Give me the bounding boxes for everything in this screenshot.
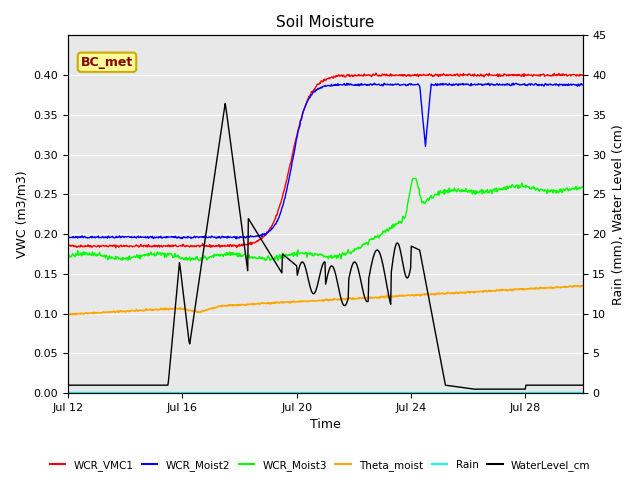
Theta_moist [364,295,371,301]
WaterLevel_cm [579,382,586,388]
Rain [96,389,104,395]
WCR_Moist3 [186,258,194,264]
WaterLevel_cm [96,382,104,388]
Rain [376,389,384,395]
WCR_Moist2 [579,82,586,88]
Rain [508,389,515,395]
WCR_Moist3 [579,184,586,190]
WCR_VMC1 [509,72,516,78]
WCR_VMC1 [96,244,104,250]
WCR_Moist3 [410,176,417,181]
WCR_Moist2 [232,236,240,242]
WCR_Moist3 [392,222,400,228]
Y-axis label: VWC (m3/m3): VWC (m3/m3) [15,170,28,258]
WCR_Moist3 [509,182,516,188]
WaterLevel_cm [509,386,516,392]
WCR_Moist3 [364,240,371,246]
WaterLevel_cm [470,386,478,392]
Rain [392,389,399,395]
WaterLevel_cm [377,254,385,260]
Line: Theta_moist: Theta_moist [68,286,582,315]
Line: WCR_VMC1: WCR_VMC1 [68,73,582,248]
Theta_moist [64,312,72,318]
WCR_Moist2 [509,82,516,88]
Theta_moist [508,287,516,292]
WCR_Moist3 [377,232,385,238]
WaterLevel_cm [64,382,72,388]
WCR_Moist3 [64,254,72,260]
WCR_VMC1 [364,72,371,78]
WCR_Moist2 [96,235,104,240]
Theta_moist [455,290,463,296]
WCR_Moist2 [455,81,463,87]
Rain [454,389,462,395]
WaterLevel_cm [455,384,463,390]
X-axis label: Time: Time [310,419,340,432]
WaterLevel_cm [221,101,229,107]
WCR_Moist2 [64,234,72,240]
WCR_VMC1 [579,72,586,78]
WCR_VMC1 [378,73,385,79]
WCR_Moist2 [392,82,400,87]
Theta_moist [377,294,385,300]
WCR_VMC1 [64,243,72,249]
Theta_moist [579,283,586,288]
Rain [64,389,72,395]
Theta_moist [68,312,76,318]
Y-axis label: Rain (mm), Water Level (cm): Rain (mm), Water Level (cm) [612,124,625,305]
Legend: WCR_VMC1, WCR_Moist2, WCR_Moist3, Theta_moist, Rain, WaterLevel_cm: WCR_VMC1, WCR_Moist2, WCR_Moist3, Theta_… [45,456,595,475]
Title: Soil Moisture: Soil Moisture [276,15,374,30]
WCR_Moist2 [364,83,371,88]
Line: WCR_Moist3: WCR_Moist3 [68,179,582,261]
Line: WaterLevel_cm: WaterLevel_cm [68,104,582,389]
WaterLevel_cm [364,299,371,305]
WCR_VMC1 [456,73,463,79]
Theta_moist [392,293,400,299]
Rain [579,389,586,395]
Theta_moist [97,310,104,316]
Rain [363,389,371,395]
Line: WCR_Moist2: WCR_Moist2 [68,83,582,239]
WaterLevel_cm [392,240,400,246]
WCR_Moist2 [377,83,385,88]
WCR_Moist3 [96,250,104,255]
WCR_VMC1 [394,72,401,78]
Text: BC_met: BC_met [81,56,133,69]
Theta_moist [570,283,577,288]
WCR_Moist3 [456,188,463,194]
WCR_VMC1 [372,70,380,76]
WCR_VMC1 [112,245,120,251]
WCR_Moist2 [484,80,492,86]
